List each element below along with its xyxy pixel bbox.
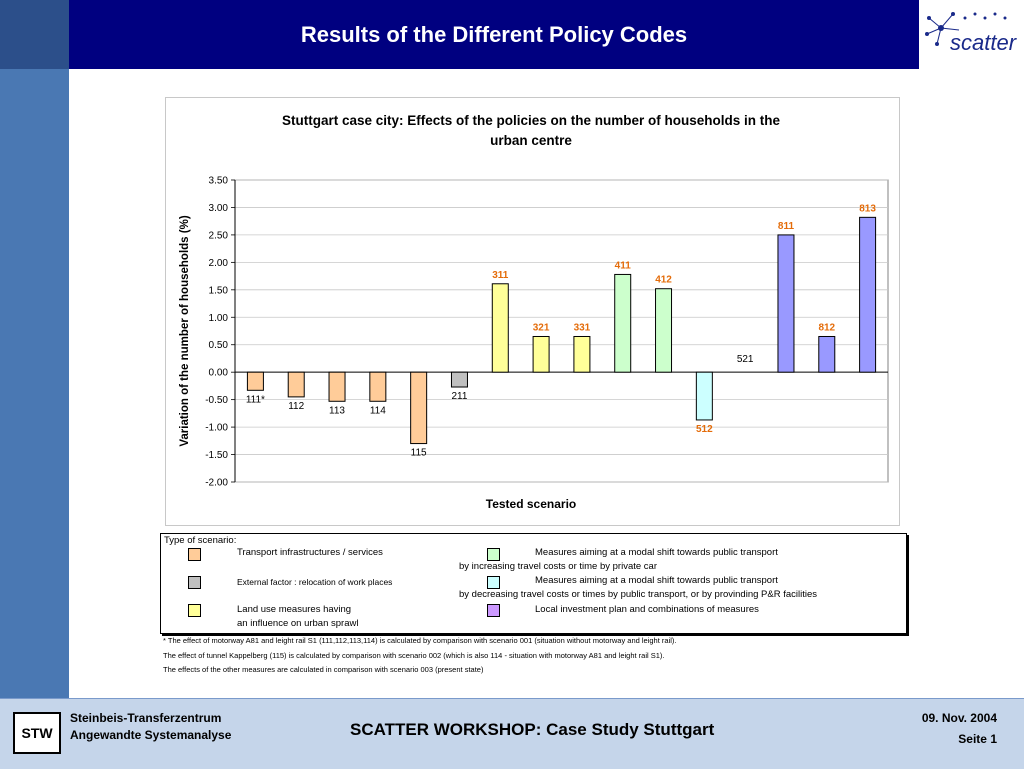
bar-label: 412	[655, 275, 672, 286]
footnote-3: The effects of the other measures are ca…	[163, 665, 484, 674]
bar-812	[818, 335, 836, 373]
y-tick-label: -2.00	[205, 478, 228, 489]
y-tick-label: -1.00	[205, 423, 228, 434]
bar-label: 321	[533, 322, 550, 333]
legend-label: by increasing travel costs or time by pr…	[459, 561, 657, 572]
legend-swatch	[487, 548, 500, 561]
bar-331	[573, 335, 591, 373]
y-tick-label: 2.00	[209, 258, 229, 269]
footer-date: 09. Nov. 2004	[921, 711, 997, 725]
legend-swatch	[487, 576, 500, 589]
scatter-logo-icon	[925, 12, 1007, 46]
y-tick-label: -1.50	[205, 450, 228, 461]
y-tick-label: 0.00	[209, 368, 229, 379]
bar-label: 112	[288, 401, 304, 412]
bar-411	[614, 273, 632, 373]
legend-label: External factor : relocation of work pla…	[237, 577, 393, 587]
bar-label: 521	[737, 354, 754, 365]
legend-label: Local investment plan and combinations o…	[535, 604, 759, 615]
y-tick-label: -0.50	[205, 395, 228, 406]
bar-label: 331	[574, 322, 591, 333]
org-line-2: Angewandte Systemanalyse	[70, 728, 232, 742]
bar-114	[369, 371, 387, 402]
y-tick-label: 3.00	[209, 203, 229, 214]
legend-swatch	[188, 576, 201, 589]
page-number: Seite 1	[958, 732, 997, 746]
legend-label: Transport infrastructures / services	[237, 547, 383, 558]
left-side-bar	[0, 0, 69, 698]
bar-label: 115	[411, 448, 427, 459]
bar-321	[532, 335, 550, 373]
y-axis-title: Variation of the number of households (%…	[179, 215, 191, 446]
bar-412	[655, 288, 673, 373]
legend-swatch	[487, 604, 500, 617]
y-tick-label: 1.50	[209, 285, 229, 296]
legend-label: Measures aiming at a modal shift towards…	[535, 575, 778, 586]
bar-211	[450, 371, 468, 388]
x-axis-title: Tested scenario	[486, 497, 576, 511]
bar-label: 813	[859, 203, 876, 214]
legend-box: Type of scenario: Transport infrastructur…	[160, 533, 907, 634]
y-tick-label: 0.50	[209, 340, 229, 351]
bar-label: 113	[329, 405, 345, 416]
footer-bar	[0, 698, 1024, 769]
chart-title-line: Stuttgart case city: Effects of the poli…	[282, 113, 781, 128]
bar-115	[410, 371, 428, 445]
bar-label: 512	[696, 424, 713, 435]
bar-label: 114	[370, 405, 386, 416]
legend-swatch	[188, 548, 201, 561]
legend-label: by decreasing travel costs or times by p…	[459, 589, 817, 600]
legend-label: an influence on urban sprawl	[237, 618, 359, 629]
bar-512	[695, 371, 713, 421]
org-line-1: Steinbeis-Transferzentrum	[70, 711, 222, 725]
scatter-logo	[919, 0, 1024, 69]
chart-title-line: urban centre	[490, 133, 572, 148]
y-tick-label: 1.00	[209, 313, 229, 324]
scatter-logo-text: scatter	[950, 30, 1017, 55]
legend-label: Land use measures having	[237, 604, 352, 615]
header-bar: Results of the Different Policy Codes	[69, 0, 919, 69]
bar-chart: Stuttgart case city: Effects of the poli…	[179, 113, 889, 511]
bar-811	[777, 234, 795, 373]
y-tick-label: 3.50	[209, 176, 229, 187]
bar-label: 311	[492, 270, 509, 281]
footnote-1: * The effect of motorway A81 and leight …	[163, 636, 677, 645]
footnote-2: The effect of tunnel Kappelberg (115) is…	[163, 651, 665, 660]
bar-label: 211	[451, 391, 467, 402]
bar-112	[287, 371, 305, 398]
page-title: Results of the Different Policy Codes	[300, 21, 688, 47]
legend-heading: Type of scenario:	[164, 535, 237, 546]
bar-311	[491, 283, 509, 373]
stw-logo: STW	[13, 712, 61, 754]
bar-label: 411	[615, 260, 632, 271]
bar-label: 111*	[246, 394, 265, 405]
bar-113	[328, 371, 346, 402]
legend-label: Measures aiming at a modal shift towards…	[535, 547, 778, 558]
left-side-bar-top	[0, 0, 69, 69]
legend-swatch	[188, 604, 201, 617]
workshop-title: SCATTER WORKSHOP: Case Study Stuttgart	[350, 720, 715, 739]
bar-label: 812	[818, 322, 835, 333]
bar-813	[859, 216, 877, 373]
bar-111	[246, 371, 264, 391]
y-tick-label: 2.50	[209, 230, 229, 241]
bar-label: 811	[778, 221, 795, 232]
